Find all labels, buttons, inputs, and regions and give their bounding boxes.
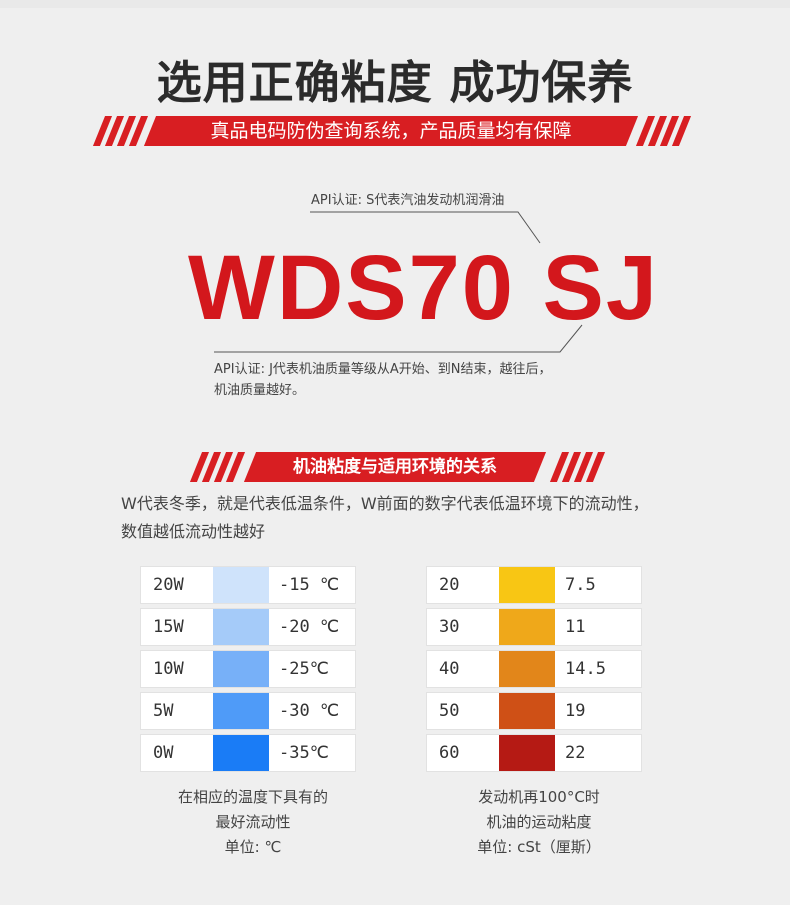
table-row: 5W -30 ℃ [140,692,356,730]
grade-label: 0W [153,743,174,763]
caption-line: 单位: ℃ [224,838,282,856]
table-row: 40 14.5 [426,650,642,688]
api-bottom-note-1: API认证: J代表机油质量等级从A开始、到N结束，越往后， [214,362,552,377]
table-row: 30 11 [426,608,642,646]
grade-label: 50 [439,701,460,721]
banner-text: 真品电码防伪查询系统，产品质量均有保障 [210,120,572,142]
description: W代表冬季，就是代表低温条件，W前面的数字代表低温环境下的流动性， 数值越低流动… [121,490,721,546]
leader-line-top [310,211,541,244]
color-swatch [499,609,555,645]
top-strip [0,0,790,8]
table-row: 10W -25℃ [140,650,356,688]
api-top-note: API认证: S代表汽油发动机润滑油 [311,193,505,208]
color-swatch [499,693,555,729]
table-row: 60 22 [426,734,642,772]
table-row: 0W -35℃ [140,734,356,772]
color-swatch [499,735,555,771]
viscosity-value: 22 [565,743,586,763]
caption-left: 在相应的温度下具有的 最好流动性 单位: ℃ [140,785,366,860]
caption-line: 发动机再100°C时 [478,788,600,806]
table-row: 20 7.5 [426,566,642,604]
temperature-value: -15 ℃ [279,575,340,595]
leader-line-bottom [214,324,583,353]
description-line: W代表冬季，就是代表低温条件，W前面的数字代表低温环境下的流动性， [121,494,649,513]
grade-label: 30 [439,617,460,637]
product-code: WDS70 SJ [188,237,660,339]
table-row: 50 19 [426,692,642,730]
grade-label: 20 [439,575,460,595]
grade-label: 20W [153,575,184,595]
caption-right: 发动机再100°C时 机油的运动粘度 单位: cSt（厘斯） [426,785,652,860]
temperature-value: -25℃ [279,659,329,679]
color-swatch [213,609,269,645]
grade-label: 60 [439,743,460,763]
temperature-value: -30 ℃ [279,701,340,721]
page-title: 选用正确粘度 成功保养 [156,56,634,109]
description-line: 数值越低流动性越好 [121,522,266,541]
grade-label: 10W [153,659,184,679]
table-row: 15W -20 ℃ [140,608,356,646]
viscosity-value: 11 [565,617,586,637]
viscosity-value: 19 [565,701,586,721]
section-title: 机油粘度与适用环境的关系 [293,457,497,477]
color-swatch [499,567,555,603]
color-swatch [213,567,269,603]
api-bottom-note-2: 机油质量越好。 [214,383,306,398]
grade-label: 5W [153,701,174,721]
color-swatch [213,735,269,771]
grade-label: 15W [153,617,184,637]
viscosity-value: 14.5 [565,659,606,679]
caption-line: 最好流动性 [215,813,291,831]
temperature-value: -35℃ [279,743,329,763]
viscosity-value: 7.5 [565,575,596,595]
caption-line: 机油的运动粘度 [486,813,592,831]
table-row: 20W -15 ℃ [140,566,356,604]
temperature-value: -20 ℃ [279,617,340,637]
caption-line: 在相应的温度下具有的 [177,788,328,806]
color-swatch [213,651,269,687]
color-swatch [499,651,555,687]
grade-label: 40 [439,659,460,679]
caption-line: 单位: cSt（厘斯） [477,838,601,856]
color-swatch [213,693,269,729]
